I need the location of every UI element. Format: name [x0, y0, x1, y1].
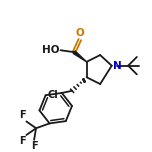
Text: F: F: [31, 141, 37, 151]
Text: F: F: [19, 111, 25, 121]
Text: O: O: [76, 28, 84, 38]
Text: HO: HO: [42, 45, 60, 55]
Text: Cl: Cl: [48, 90, 58, 100]
Text: N: N: [113, 61, 121, 71]
Polygon shape: [73, 51, 87, 62]
Text: F: F: [19, 136, 25, 146]
